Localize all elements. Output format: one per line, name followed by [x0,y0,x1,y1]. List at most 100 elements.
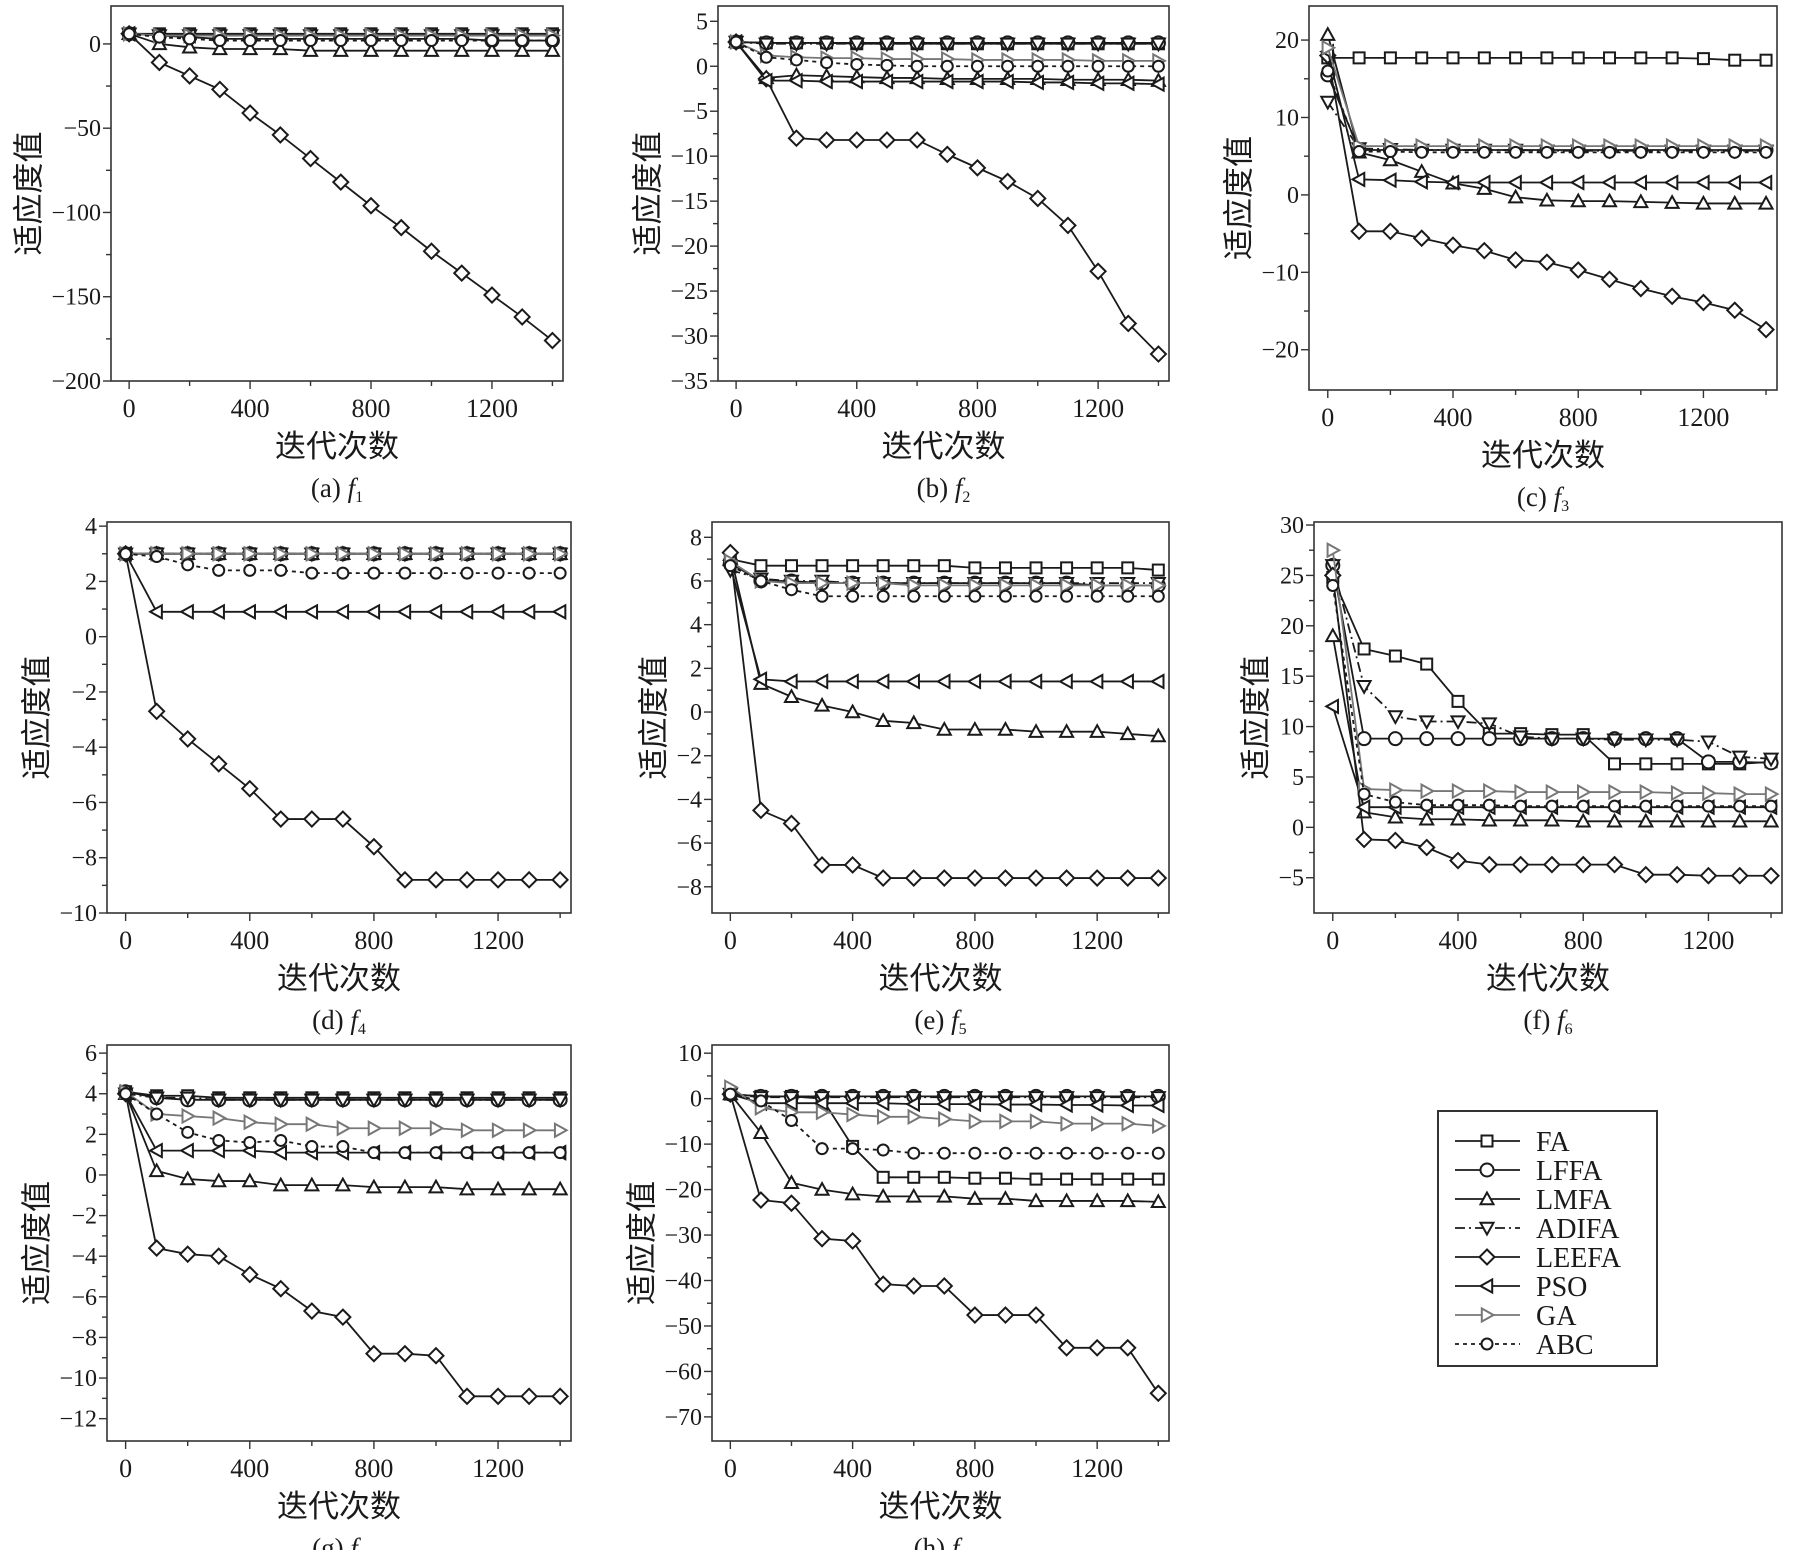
y-axis-label: 适应度值 [624,1181,659,1305]
data-point-leefa [935,869,954,887]
data-point-leefa [782,814,801,833]
data-point-abc [305,1140,319,1154]
data-point-ga [876,1108,892,1126]
data-point-lmfa [936,720,953,736]
data-point-abc [1383,145,1397,159]
data-point-lmfa [241,40,259,56]
caption-function: f [350,1005,361,1035]
data-point-abc [998,1146,1012,1160]
data-point-pso [489,603,505,621]
x-tick-label: 800 [354,1454,393,1483]
data-point-abc [907,1146,921,1160]
legend-label: LFFA [1536,1156,1603,1187]
data-point-leefa [543,331,562,350]
data-point-adifa [334,1093,352,1109]
data-point-ga [938,1110,953,1128]
data-point-abc [491,1146,505,1160]
data-point-lmfa [1726,194,1743,210]
subplot-caption: (b) f2 [917,473,971,506]
data-point-ga [367,545,383,562]
data-point-adifa [788,37,805,53]
data-point-lmfa [905,714,922,730]
y-tick-label: 5 [696,9,708,35]
legend-marker [1478,1221,1496,1237]
data-point-adifa [848,37,865,53]
caption-label: (f) [1523,1005,1557,1035]
data-point-abc [212,563,226,577]
data-point-adifa [997,1091,1014,1106]
data-point-fa [1696,52,1710,66]
data-point-abc [784,583,798,597]
data-point-adifa [520,1093,538,1109]
data-point-fa [1477,51,1491,65]
data-point-pso [968,73,984,90]
legend-label: PSO [1536,1272,1587,1303]
y-tick-label: −8 [676,875,702,901]
data-point-abc [183,32,197,46]
y-tick-label: −10 [1261,260,1299,286]
data-point-lmfa [844,1185,861,1201]
series-line-adifa [125,1092,561,1101]
data-point-ga [1514,783,1530,801]
data-point-lmfa [210,1172,227,1188]
y-tick-label: −50 [664,1314,702,1340]
subplot-caption: (a) f1 [311,473,363,506]
legend-item-fa: FA [1455,1127,1570,1158]
data-point-abc [1151,59,1165,73]
data-point-leefa [1636,865,1655,884]
data-point-abc [846,589,860,603]
legend-label: FA [1536,1127,1570,1158]
y-tick-label: 2 [85,569,97,595]
data-point-abc [485,34,499,48]
data-point-abc [1634,145,1648,159]
data-point-fa [1608,757,1622,771]
x-tick-label: 400 [231,394,270,423]
x-tick-label: 400 [833,926,872,955]
data-point-leefa [1088,1338,1107,1357]
data-point-ga [553,545,569,562]
data-point-pso [458,603,474,621]
x-tick-label: 0 [119,1454,132,1483]
data-point-leefa [1762,866,1780,885]
data-point-leefa [1119,314,1138,333]
data-point-fa [937,559,951,573]
data-point-ga [968,577,984,594]
data-point-leefa [1057,1338,1076,1357]
data-point-fa [1670,757,1684,771]
data-point-abc [398,566,412,580]
data-point-pso [1507,174,1522,191]
x-tick-label: 800 [354,926,393,955]
data-point-pso [1475,174,1491,191]
data-point-fa [754,559,768,573]
data-point-adifa [179,1091,196,1107]
data-point-fa [1383,51,1397,65]
x-axis-label: 迭代次数 [277,1489,401,1524]
legend-item-lffa: LFFA [1455,1156,1603,1187]
plot-frame [106,1044,572,1442]
data-point-lmfa [1575,812,1592,828]
data-point-pso [1058,673,1073,690]
data-point-ga [1483,782,1498,800]
series-line-leefa [124,553,561,881]
data-point-abc [1759,145,1773,159]
data-point-adifa [1150,37,1167,53]
data-point-adifa [999,37,1016,53]
data-point-lmfa [813,1181,831,1196]
data-point-adifa [489,1093,507,1109]
data-point-ga [429,1120,445,1137]
data-point-lffa [1387,731,1403,747]
caption-label: (a) [311,473,348,503]
data-point-leefa [1757,320,1775,339]
y-tick-label: −6 [676,831,702,857]
data-point-leefa [1412,229,1431,248]
data-point-leefa [1480,855,1499,874]
subplot-caption: (f) f6 [1523,1005,1572,1038]
data-point-leefa [458,870,476,889]
data-point-abc [1029,1146,1043,1160]
data-point-fa [1121,561,1135,575]
data-point-lmfa [148,1162,165,1178]
data-point-abc [880,58,894,72]
data-point-lffa [1419,731,1435,747]
data-point-lmfa [1637,812,1655,828]
